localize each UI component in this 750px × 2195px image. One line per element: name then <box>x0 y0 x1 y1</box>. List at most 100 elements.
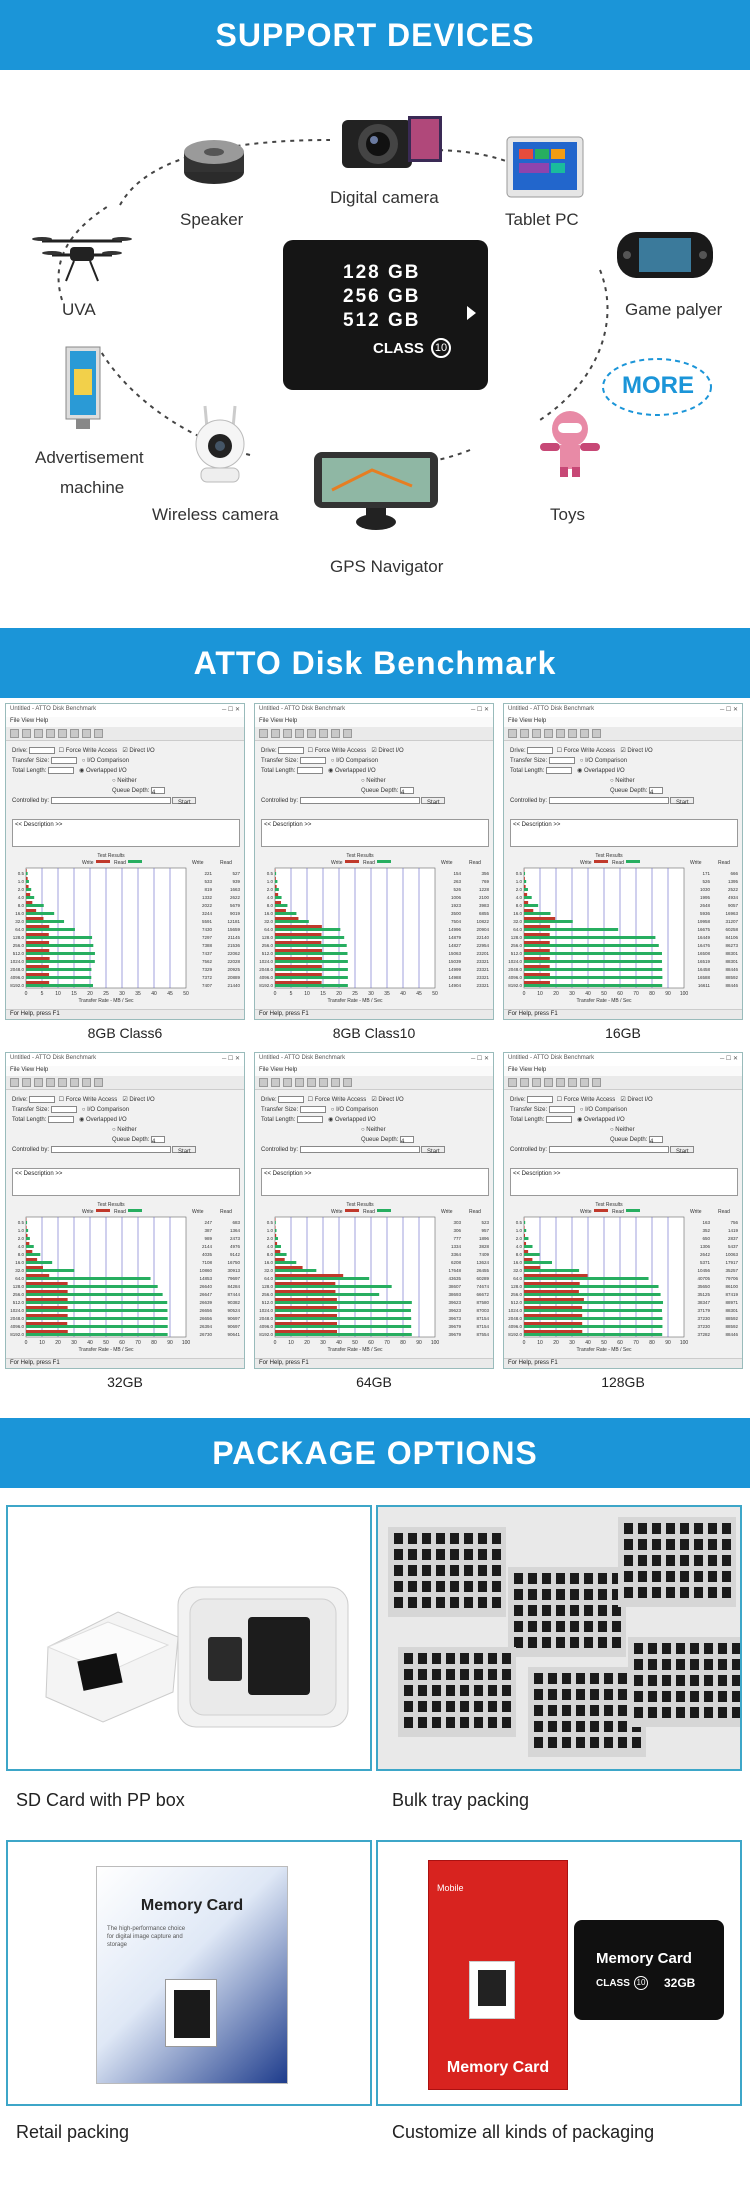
queue-select[interactable]: 4 <box>649 786 664 796</box>
read-value: 527 <box>232 871 240 876</box>
controlled-select[interactable] <box>50 796 171 804</box>
transfer-select[interactable] <box>50 756 77 764</box>
description-box[interactable]: << Description >> <box>510 819 738 847</box>
read-value: 90697 <box>227 1324 240 1329</box>
description-box[interactable]: << Description >> <box>261 1168 489 1196</box>
toolbar[interactable] <box>504 727 742 741</box>
start-button[interactable]: Start <box>421 1145 446 1155</box>
y-tick-label: 8.0 <box>267 1252 274 1257</box>
controlled-select[interactable] <box>548 1145 669 1153</box>
tray-card <box>394 1533 403 1544</box>
queue-select[interactable]: 4 <box>151 786 166 796</box>
total-select[interactable] <box>297 766 324 774</box>
tray-card <box>446 1685 455 1696</box>
tray-card <box>404 1669 413 1680</box>
controlled-select[interactable] <box>50 1145 171 1153</box>
tray-card <box>534 1689 543 1700</box>
read-bar <box>524 1333 663 1336</box>
toolbar[interactable] <box>255 1076 493 1090</box>
drive-select[interactable] <box>29 1095 56 1103</box>
window-menu[interactable]: File View Help <box>255 717 493 727</box>
description-box[interactable]: << Description >> <box>12 819 240 847</box>
retail-packing-photo: Memory Card The high-performance choice … <box>6 1840 372 2106</box>
controlled-select[interactable] <box>548 796 669 804</box>
read-value: 88446 <box>725 983 738 988</box>
start-button[interactable]: Start <box>172 1145 197 1155</box>
queue-select[interactable]: 4 <box>400 1135 415 1145</box>
toolbar[interactable] <box>504 1076 742 1090</box>
queue-select[interactable]: 4 <box>151 1135 166 1145</box>
total-select[interactable] <box>48 766 75 774</box>
description-box[interactable]: << Description >> <box>261 819 489 847</box>
window-menu[interactable]: File View Help <box>6 1066 244 1076</box>
y-tick-label: 128.0 <box>262 935 274 940</box>
controlled-select[interactable] <box>299 796 420 804</box>
read-bar <box>524 936 656 939</box>
drive-select[interactable] <box>278 746 305 754</box>
start-button[interactable]: Start <box>670 1145 695 1155</box>
tray-card <box>534 1673 543 1684</box>
read-bar <box>275 1237 278 1240</box>
window-menu[interactable]: File View Help <box>504 1066 742 1076</box>
start-button[interactable]: Start <box>172 796 197 806</box>
window-controls[interactable]: ─ ☐ ✕ <box>222 707 240 713</box>
window-controls[interactable]: ─ ☐ ✕ <box>720 1056 738 1062</box>
total-select[interactable] <box>297 1115 324 1123</box>
window-menu[interactable]: File View Help <box>6 717 244 727</box>
window-menu[interactable]: File View Help <box>504 717 742 727</box>
window-menu[interactable]: File View Help <box>255 1066 493 1076</box>
tray-card <box>478 1597 487 1608</box>
settings-form: Drive: ☐ Force Write Access ☑ Direct I/O… <box>510 1095 695 1155</box>
transfer-select[interactable] <box>299 756 326 764</box>
queue-select[interactable]: 4 <box>649 1135 664 1145</box>
start-button[interactable]: Start <box>421 796 446 806</box>
drive-label: Drive: <box>12 748 28 754</box>
window-controls[interactable]: ─ ☐ ✕ <box>222 1056 240 1062</box>
drive-select[interactable] <box>527 1095 554 1103</box>
transfer-select[interactable] <box>548 1105 575 1113</box>
read-value: 90382 <box>227 1300 240 1305</box>
window-controls[interactable]: ─ ☐ ✕ <box>720 707 738 713</box>
write-value: 306 <box>453 1228 461 1233</box>
read-bar <box>26 960 95 963</box>
toolbar[interactable] <box>6 727 244 741</box>
controlled-select[interactable] <box>299 1145 420 1153</box>
transfer-select[interactable] <box>50 1105 77 1113</box>
read-bar <box>26 1253 41 1256</box>
drive-select[interactable] <box>527 746 554 754</box>
read-value: 87154 <box>476 1316 489 1321</box>
total-select[interactable] <box>48 1115 75 1123</box>
toolbar[interactable] <box>6 1076 244 1090</box>
drive-select[interactable] <box>278 1095 305 1103</box>
window-controls[interactable]: ─ ☐ ✕ <box>471 707 489 713</box>
tray-card <box>534 1721 543 1732</box>
total-select[interactable] <box>546 766 573 774</box>
window-controls[interactable]: ─ ☐ ✕ <box>471 1056 489 1062</box>
drive-select[interactable] <box>29 746 56 754</box>
toolbar[interactable] <box>255 727 493 741</box>
atto-window: Untitled - ATTO Disk Benchmark ─ ☐ ✕ File … <box>254 703 494 1020</box>
write-value: 14996 <box>448 927 461 932</box>
write-value: 7297 <box>202 935 213 940</box>
read-bar <box>26 896 35 899</box>
write-value: 1923 <box>451 903 462 908</box>
col-write-head: Write <box>192 1209 204 1215</box>
read-bar <box>275 1285 392 1288</box>
queue-select[interactable]: 4 <box>400 786 415 796</box>
read-bar <box>524 1221 526 1224</box>
start-button[interactable]: Start <box>670 796 695 806</box>
total-select[interactable] <box>546 1115 573 1123</box>
read-bar <box>26 1221 28 1224</box>
controlled-by-label: Controlled by: <box>510 798 548 804</box>
description-box[interactable]: << Description >> <box>510 1168 738 1196</box>
x-tick-label: 10 <box>537 1340 543 1346</box>
tray-card <box>662 1643 671 1654</box>
x-tick-label: 20 <box>336 991 342 997</box>
description-box[interactable]: << Description >> <box>12 1168 240 1196</box>
transfer-select[interactable] <box>299 1105 326 1113</box>
transfer-select[interactable] <box>548 756 575 764</box>
read-bar <box>26 936 93 939</box>
support-devices-header: SUPPORT DEVICES <box>0 0 750 70</box>
red-pack-top: Mobile <box>437 1883 464 1893</box>
tray-card <box>680 1555 689 1566</box>
